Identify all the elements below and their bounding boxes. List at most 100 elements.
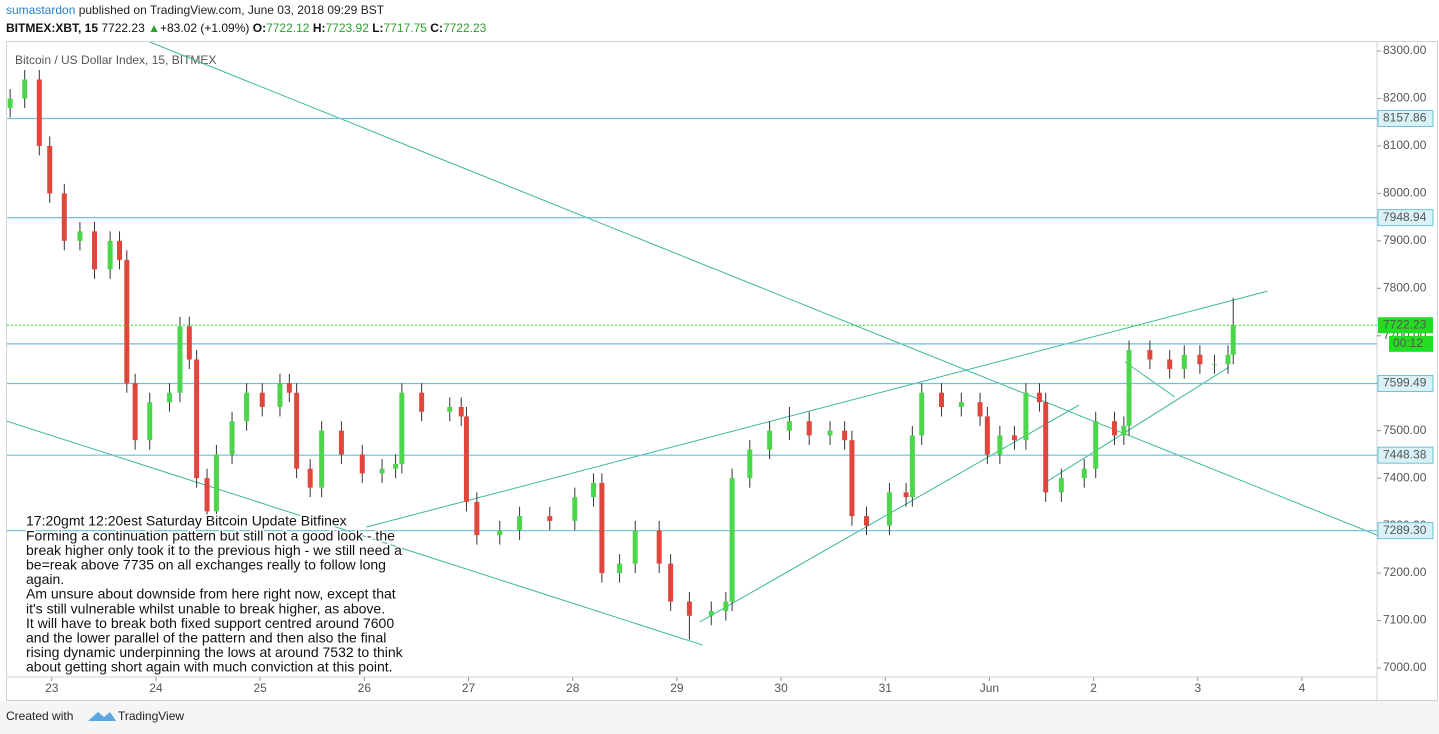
candle-body <box>61 193 67 241</box>
o-label: O: <box>253 21 266 35</box>
l-value: 7717.75 <box>384 21 428 35</box>
annotation-line: 17:20gmt 12:20est Saturday Bitcoin Updat… <box>26 513 347 529</box>
annotation-line: it's still vulnerable whilst unable to b… <box>26 600 385 616</box>
candle-body <box>117 240 123 260</box>
candle-body <box>229 421 235 455</box>
candle-body <box>319 430 325 488</box>
candle-body <box>1147 350 1153 360</box>
logo-icon <box>88 712 116 721</box>
candle-body <box>686 601 692 616</box>
trend-line <box>7 420 704 646</box>
x-tick-label: 25 <box>253 681 267 695</box>
chart-frame <box>6 41 1438 701</box>
trend-line <box>366 290 1268 528</box>
candle-body <box>338 430 344 455</box>
x-tick-label: Jun <box>980 681 999 695</box>
candle-body <box>147 402 153 441</box>
x-tick-label: 30 <box>774 681 788 695</box>
candle-body <box>708 611 714 616</box>
candle-body <box>842 430 848 441</box>
x-tick-label: 27 <box>462 681 476 695</box>
level-label: 7948.94 <box>1383 210 1427 224</box>
candle-body <box>517 516 523 531</box>
candle-body <box>1230 325 1236 355</box>
ohlc-line: BITMEX:XBT, 15 7722.23 ▲+83.02 (+1.09%) … <box>6 21 487 35</box>
candle-body <box>1225 354 1231 365</box>
annotation-line: about getting short again with much conv… <box>26 659 393 675</box>
candle-body <box>591 482 597 498</box>
candle-body <box>167 392 173 403</box>
symbol: BITMEX:XBT, 15 <box>6 21 98 35</box>
x-tick-label: 23 <box>45 681 59 695</box>
candle-body <box>864 516 870 526</box>
level-label: 7289.30 <box>1383 523 1427 537</box>
candle-body <box>92 231 98 270</box>
candle-body <box>747 449 753 479</box>
candle-body <box>984 416 990 455</box>
candle-body <box>294 392 300 469</box>
candle-body <box>668 563 674 602</box>
candle-body <box>463 416 469 502</box>
candle-body <box>903 492 909 498</box>
y-tick-label: 7800.00 <box>1383 280 1427 294</box>
candle-body <box>47 145 53 194</box>
candle-body <box>723 601 729 612</box>
candle-body <box>277 383 283 407</box>
annotation-line: rising dynamic underpinning the lows at … <box>26 644 404 660</box>
created-with: Created with <box>6 709 73 723</box>
candle-body <box>124 259 130 384</box>
candle-body <box>1181 354 1187 369</box>
candle-body <box>286 383 292 393</box>
candle-body <box>474 501 480 536</box>
candle-body <box>447 406 453 412</box>
candle-body <box>379 468 385 474</box>
candle-body <box>958 402 964 407</box>
y-tick-label: 8000.00 <box>1383 186 1427 200</box>
o-value: 7722.12 <box>266 21 310 35</box>
brand-link[interactable]: TradingView <box>118 709 184 723</box>
candle-body <box>806 421 812 436</box>
chart-title: Bitcoin / US Dollar Index, 15, BITMEX <box>15 53 216 67</box>
annotation-line: Am unsure about downside from here right… <box>26 586 396 602</box>
candle-body <box>194 359 200 479</box>
trend-line <box>1124 361 1176 398</box>
l-label: L: <box>372 21 383 35</box>
candle-body <box>1126 350 1132 426</box>
candle-body <box>599 482 605 574</box>
c-value: 7722.23 <box>443 21 487 35</box>
y-tick-label: 8100.00 <box>1383 138 1427 152</box>
level-label: 7599.49 <box>1383 376 1427 390</box>
trend-line <box>149 42 1377 536</box>
candle-body <box>977 402 983 417</box>
candle-body <box>767 430 773 450</box>
level-label-box <box>1377 209 1434 227</box>
candle-body <box>1043 402 1049 493</box>
countdown-box <box>1389 335 1433 352</box>
candle-body <box>1011 435 1017 441</box>
y-tick-label: 7500.00 <box>1383 423 1427 437</box>
annotation-line: break higher only took it to the previou… <box>26 542 402 558</box>
candle-body <box>1121 425 1127 436</box>
annotation-line: and the lower parallel of the pattern an… <box>26 630 386 646</box>
candle-body <box>886 492 892 526</box>
candle-body <box>107 240 113 270</box>
candle-body <box>497 530 503 536</box>
candle-body <box>244 392 250 422</box>
candle-body <box>1111 421 1117 436</box>
level-label-box <box>1377 446 1434 464</box>
author-link[interactable]: sumastardon <box>6 3 75 17</box>
last-price-box <box>1378 317 1433 334</box>
price: 7722.23 <box>101 21 145 35</box>
y-tick-label: 8300.00 <box>1383 43 1427 57</box>
candle-body <box>186 326 192 360</box>
candle-body <box>617 563 623 574</box>
candle-body <box>7 98 13 108</box>
y-tick-label: 7400.00 <box>1383 470 1427 484</box>
candle-body <box>22 79 28 99</box>
y-tick-label: 8200.00 <box>1383 91 1427 105</box>
candle-body <box>36 79 42 146</box>
candle-body <box>1197 354 1203 365</box>
y-tick-label: 7200.00 <box>1383 565 1427 579</box>
